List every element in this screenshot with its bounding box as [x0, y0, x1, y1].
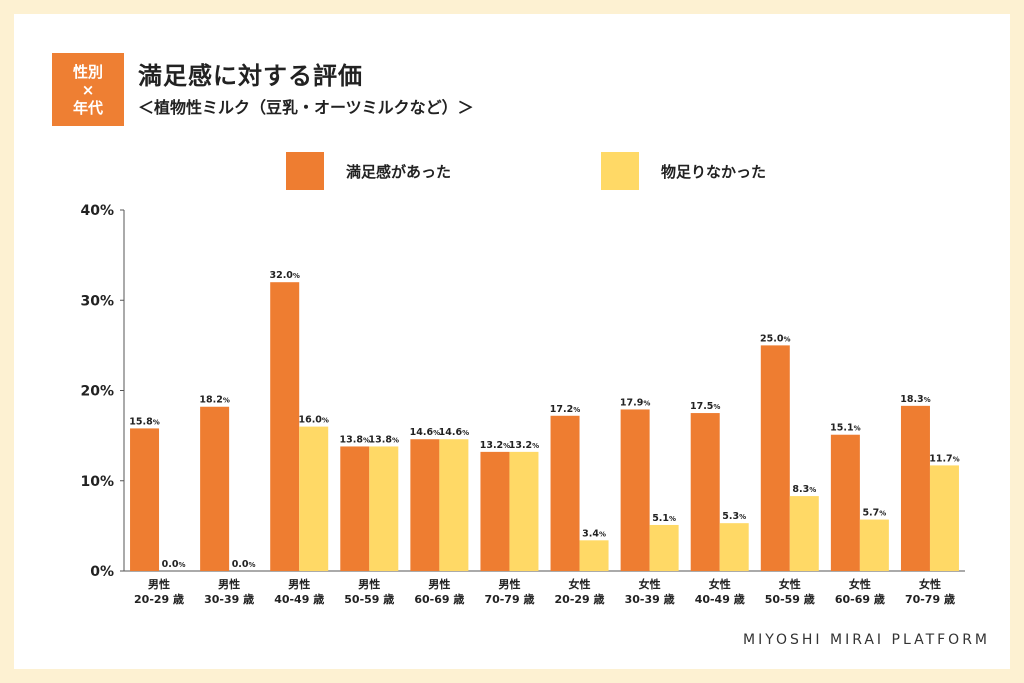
chart-subtitle: ＜植物性ミルク（豆乳・オーツミルクなど）＞	[138, 98, 474, 117]
data-label-satisfied: 18.2%	[199, 395, 229, 406]
data-label-unsatisfied: 5.7%	[862, 508, 886, 519]
bar-satisfied	[200, 406, 230, 571]
bar-satisfied	[760, 345, 790, 571]
x-category-label-gender: 男性	[498, 577, 520, 591]
bar-satisfied	[620, 409, 650, 571]
x-category-label-gender: 女性	[709, 577, 731, 591]
x-category-label-age: 30-39 歳	[204, 592, 254, 606]
bar-unsatisfied	[299, 426, 329, 571]
data-label-unsatisfied: 8.3%	[792, 484, 816, 495]
x-category-label-gender: 女性	[919, 577, 941, 591]
data-label-unsatisfied: 11.7%	[929, 453, 959, 464]
x-category-label-gender: 男性	[358, 577, 380, 591]
bar-satisfied	[410, 439, 440, 571]
bar-unsatisfied	[439, 439, 469, 571]
x-category-label-age: 70-79 歳	[484, 592, 534, 606]
data-label-unsatisfied: 0.0%	[162, 559, 186, 570]
x-category-label-age: 20-29 歳	[134, 592, 184, 606]
data-label-satisfied: 13.8%	[340, 434, 370, 445]
bar-unsatisfied	[859, 519, 889, 571]
x-category-label-age: 60-69 歳	[835, 592, 885, 606]
data-label-unsatisfied: 16.0%	[298, 415, 328, 426]
data-label-unsatisfied: 14.6%	[439, 427, 469, 438]
bar-unsatisfied	[929, 465, 959, 571]
y-tick-label: 40%	[80, 203, 114, 219]
data-label-unsatisfied: 13.8%	[369, 434, 399, 445]
bar-satisfied	[340, 446, 370, 571]
bar-satisfied	[130, 428, 160, 571]
x-category-label-age: 40-49 歳	[695, 592, 745, 606]
x-category-label-gender: 男性	[218, 577, 240, 591]
x-category-label-age: 50-59 歳	[344, 592, 394, 606]
bar-unsatisfied	[789, 496, 819, 571]
data-label-satisfied: 15.8%	[129, 416, 159, 427]
data-label-satisfied: 18.3%	[900, 394, 930, 405]
chart-title: 満足感に対する評価	[138, 62, 363, 90]
y-tick-label: 20%	[80, 384, 114, 400]
data-label-satisfied: 17.9%	[620, 397, 650, 408]
bar-unsatisfied	[509, 451, 539, 571]
badge-line-2: ×	[81, 80, 95, 99]
legend-swatch-satisfied	[286, 152, 324, 190]
y-tick-label: 10%	[80, 474, 114, 490]
x-category-label-age: 20-29 歳	[555, 592, 605, 606]
x-category-label-age: 40-49 歳	[274, 592, 324, 606]
data-label-satisfied: 15.1%	[830, 423, 860, 434]
y-tick-label: 0%	[90, 564, 114, 580]
data-label-unsatisfied: 5.1%	[652, 513, 676, 524]
bar-satisfied	[550, 415, 580, 571]
data-label-satisfied: 17.2%	[550, 404, 580, 415]
data-label-satisfied: 32.0%	[269, 270, 299, 281]
data-label-satisfied: 14.6%	[410, 427, 440, 438]
x-category-label-gender: 女性	[569, 577, 591, 591]
x-category-label-gender: 女性	[639, 577, 661, 591]
legend-item-unsatisfied: 物足りなかった	[601, 152, 766, 190]
x-category-label-gender: 女性	[849, 577, 871, 591]
bar-unsatisfied	[369, 446, 399, 571]
legend-label-satisfied: 満足感があった	[346, 162, 452, 181]
data-label-unsatisfied: 0.0%	[232, 559, 256, 570]
bar-satisfied	[690, 413, 720, 571]
bar-satisfied	[270, 282, 300, 571]
data-label-unsatisfied: 3.4%	[582, 528, 606, 539]
legend-label-unsatisfied: 物足りなかった	[661, 162, 767, 181]
x-category-label-age: 30-39 歳	[625, 592, 675, 606]
bar-unsatisfied	[579, 540, 609, 571]
x-category-label-gender: 女性	[779, 577, 801, 591]
x-category-label-age: 50-59 歳	[765, 592, 815, 606]
data-label-satisfied: 17.5%	[690, 401, 720, 412]
x-category-label-gender: 男性	[288, 577, 310, 591]
data-label-satisfied: 25.0%	[760, 333, 790, 344]
x-category-label-gender: 男性	[428, 577, 450, 591]
footer-brand: MIYOSHI MIRAI PLATFORM	[742, 632, 990, 648]
x-category-label-age: 60-69 歳	[414, 592, 464, 606]
data-label-unsatisfied: 5.3%	[722, 511, 746, 522]
legend-swatch-unsatisfied	[601, 152, 639, 190]
data-label-unsatisfied: 13.2%	[509, 440, 539, 451]
bar-satisfied	[480, 451, 510, 571]
data-label-satisfied: 13.2%	[480, 440, 510, 451]
badge-line-1: 性別	[72, 62, 103, 81]
badge-line-3: 年代	[72, 98, 103, 117]
y-tick-label: 30%	[80, 293, 114, 309]
bar-satisfied	[830, 434, 860, 571]
bar-unsatisfied	[649, 524, 679, 571]
category-badge: 性別 × 年代	[52, 53, 124, 126]
legend-item-satisfied: 満足感があった	[286, 152, 451, 190]
bar-unsatisfied	[719, 523, 749, 571]
x-category-label-gender: 男性	[148, 577, 170, 591]
bar-satisfied	[900, 405, 930, 571]
x-category-label-age: 70-79 歳	[905, 592, 955, 606]
